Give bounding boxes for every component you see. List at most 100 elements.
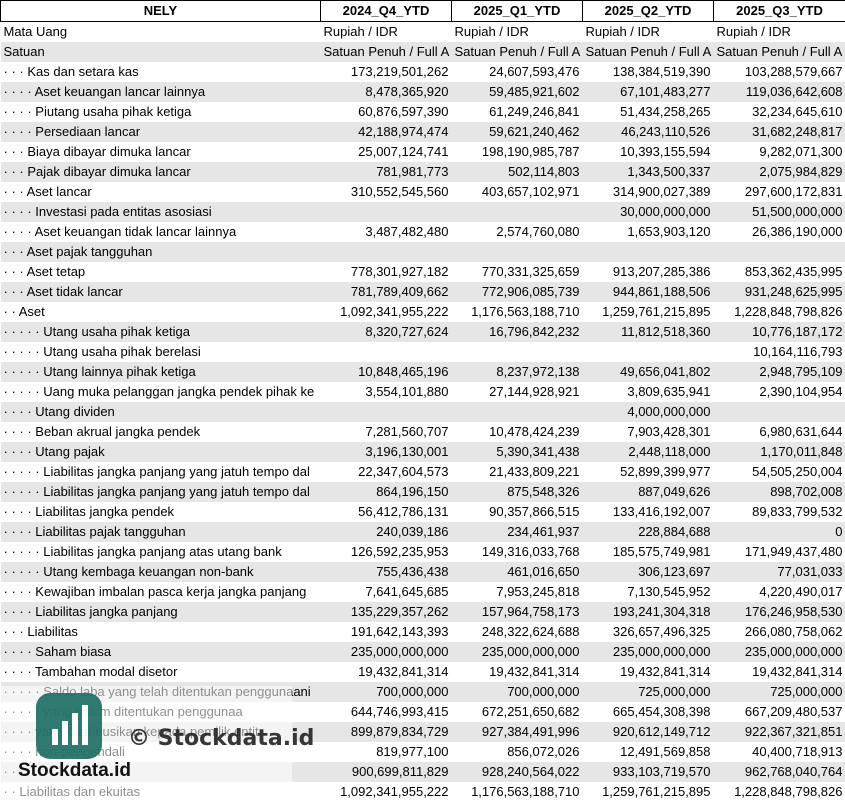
- value-cell[interactable]: [583, 242, 714, 262]
- value-cell[interactable]: 1,259,761,215,895: [583, 782, 714, 802]
- value-cell[interactable]: 2,574,760,080: [452, 222, 583, 242]
- currency-cell[interactable]: Rupiah / IDR: [714, 22, 845, 43]
- value-cell[interactable]: 89,833,799,532: [714, 502, 845, 522]
- value-cell[interactable]: 46,243,110,526: [583, 122, 714, 142]
- value-cell[interactable]: 56,412,786,131: [321, 502, 452, 522]
- currency-cell[interactable]: Rupiah / IDR: [321, 22, 452, 43]
- row-label-cell[interactable]: · · · · Liabilitas jangka pendek: [1, 502, 321, 522]
- row-label-cell[interactable]: · · · Biaya dibayar dimuka lancar: [1, 142, 321, 162]
- unit-label[interactable]: Satuan: [1, 42, 321, 62]
- row-label-cell[interactable]: · · · Aset lancar: [1, 182, 321, 202]
- value-cell[interactable]: 1,092,341,955,222: [321, 782, 452, 802]
- value-cell[interactable]: 26,386,190,000: [714, 222, 845, 242]
- value-cell[interactable]: 0: [714, 522, 845, 542]
- value-cell[interactable]: 59,485,921,602: [452, 82, 583, 102]
- value-cell[interactable]: 10,164,116,793: [714, 342, 845, 362]
- value-cell[interactable]: 778,301,927,182: [321, 262, 452, 282]
- row-label-cell[interactable]: · · · Kas dan setara kas: [1, 62, 321, 82]
- unit-cell[interactable]: Satuan Penuh / Full A: [714, 42, 845, 62]
- value-cell[interactable]: 171,949,437,480: [714, 542, 845, 562]
- value-cell[interactable]: 1,176,563,188,710: [452, 782, 583, 802]
- value-cell[interactable]: 306,123,697: [583, 562, 714, 582]
- value-cell[interactable]: 25,007,124,741: [321, 142, 452, 162]
- column-header[interactable]: 2025_Q3_YTD: [714, 1, 845, 22]
- row-label-cell[interactable]: · · · Aset tidak lancar: [1, 282, 321, 302]
- row-label-cell[interactable]: · · · · Tambahan modal disetor: [1, 662, 321, 682]
- value-cell[interactable]: 3,487,482,480: [321, 222, 452, 242]
- value-cell[interactable]: 2,075,984,829: [714, 162, 845, 182]
- value-cell[interactable]: 40,400,718,913: [714, 742, 845, 762]
- row-label-cell[interactable]: · · · · · Utang lainnya pihak ketiga: [1, 362, 321, 382]
- value-cell[interactable]: 403,657,102,971: [452, 182, 583, 202]
- value-cell[interactable]: [714, 242, 845, 262]
- value-cell[interactable]: 502,114,803: [452, 162, 583, 182]
- value-cell[interactable]: 77,031,033: [714, 562, 845, 582]
- value-cell[interactable]: 16,796,842,232: [452, 322, 583, 342]
- value-cell[interactable]: 54,505,250,004: [714, 462, 845, 482]
- value-cell[interactable]: 755,436,438: [321, 562, 452, 582]
- value-cell[interactable]: 193,241,304,318: [583, 602, 714, 622]
- value-cell[interactable]: 19,432,841,314: [452, 662, 583, 682]
- row-label-cell[interactable]: · · · · · Utang usaha pihak ketiga: [1, 322, 321, 342]
- value-cell[interactable]: [452, 202, 583, 222]
- value-cell[interactable]: 240,039,186: [321, 522, 452, 542]
- row-label-cell[interactable]: · · · · Aset keuangan lancar lainnya: [1, 82, 321, 102]
- value-cell[interactable]: 1,176,563,188,710: [452, 302, 583, 322]
- value-cell[interactable]: 933,103,719,570: [583, 762, 714, 782]
- currency-cell[interactable]: Rupiah / IDR: [452, 22, 583, 43]
- column-header[interactable]: 2024_Q4_YTD: [321, 1, 452, 22]
- value-cell[interactable]: 770,331,325,659: [452, 262, 583, 282]
- row-label-cell[interactable]: · · · · · Uang muka pelanggan jangka pen…: [1, 382, 321, 402]
- value-cell[interactable]: 10,848,465,196: [321, 362, 452, 382]
- value-cell[interactable]: 12,491,569,858: [583, 742, 714, 762]
- value-cell[interactable]: 2,948,795,109: [714, 362, 845, 382]
- value-cell[interactable]: 2,448,118,000: [583, 442, 714, 462]
- row-label-cell[interactable]: · · · · Investasi pada entitas asosiasi: [1, 202, 321, 222]
- unit-cell[interactable]: Satuan Penuh / Full A: [321, 42, 452, 62]
- value-cell[interactable]: 7,953,245,818: [452, 582, 583, 602]
- currency-label[interactable]: Mata Uang: [1, 22, 321, 43]
- value-cell[interactable]: 10,478,424,239: [452, 422, 583, 442]
- value-cell[interactable]: 138,384,519,390: [583, 62, 714, 82]
- row-label-cell[interactable]: · · · · · Liabilitas jangka panjang yang…: [1, 482, 321, 502]
- value-cell[interactable]: 2,390,104,954: [714, 382, 845, 402]
- value-cell[interactable]: 310,552,545,560: [321, 182, 452, 202]
- value-cell[interactable]: 173,219,501,262: [321, 62, 452, 82]
- value-cell[interactable]: 913,207,285,386: [583, 262, 714, 282]
- value-cell[interactable]: 920,612,149,712: [583, 722, 714, 742]
- value-cell[interactable]: 228,884,688: [583, 522, 714, 542]
- value-cell[interactable]: 781,981,773: [321, 162, 452, 182]
- row-label-cell[interactable]: · · · · Kewajiban imbalan pasca kerja ja…: [1, 582, 321, 602]
- row-label-cell[interactable]: · · · · Beban akrual jangka pendek: [1, 422, 321, 442]
- value-cell[interactable]: 672,251,650,682: [452, 702, 583, 722]
- row-label-cell[interactable]: · · · · Piutang usaha pihak ketiga: [1, 102, 321, 122]
- value-cell[interactable]: [452, 342, 583, 362]
- value-cell[interactable]: 887,049,626: [583, 482, 714, 502]
- value-cell[interactable]: 8,478,365,920: [321, 82, 452, 102]
- value-cell[interactable]: [321, 202, 452, 222]
- row-label-cell[interactable]: · · · · · Liabilitas jangka panjang yang…: [1, 462, 321, 482]
- value-cell[interactable]: 103,288,579,667: [714, 62, 845, 82]
- row-label-cell[interactable]: · · · · Utang dividen: [1, 402, 321, 422]
- value-cell[interactable]: 3,554,101,880: [321, 382, 452, 402]
- value-cell[interactable]: 927,384,491,996: [452, 722, 583, 742]
- value-cell[interactable]: 700,000,000: [321, 682, 452, 702]
- value-cell[interactable]: 49,656,041,802: [583, 362, 714, 382]
- value-cell[interactable]: 900,699,811,829: [321, 762, 452, 782]
- value-cell[interactable]: 21,433,809,221: [452, 462, 583, 482]
- value-cell[interactable]: 875,548,326: [452, 482, 583, 502]
- value-cell[interactable]: 7,903,428,301: [583, 422, 714, 442]
- value-cell[interactable]: 326,657,496,325: [583, 622, 714, 642]
- value-cell[interactable]: 126,592,235,953: [321, 542, 452, 562]
- value-cell[interactable]: 853,362,435,995: [714, 262, 845, 282]
- value-cell[interactable]: 191,642,143,393: [321, 622, 452, 642]
- row-label-cell[interactable]: · · · · Persediaan lancar: [1, 122, 321, 142]
- value-cell[interactable]: 667,209,480,537: [714, 702, 845, 722]
- currency-cell[interactable]: Rupiah / IDR: [583, 22, 714, 43]
- value-cell[interactable]: 5,390,341,438: [452, 442, 583, 462]
- value-cell[interactable]: 61,249,246,841: [452, 102, 583, 122]
- value-cell[interactable]: 644,746,993,415: [321, 702, 452, 722]
- value-cell[interactable]: 51,434,258,265: [583, 102, 714, 122]
- value-cell[interactable]: 8,237,972,138: [452, 362, 583, 382]
- value-cell[interactable]: 30,000,000,000: [583, 202, 714, 222]
